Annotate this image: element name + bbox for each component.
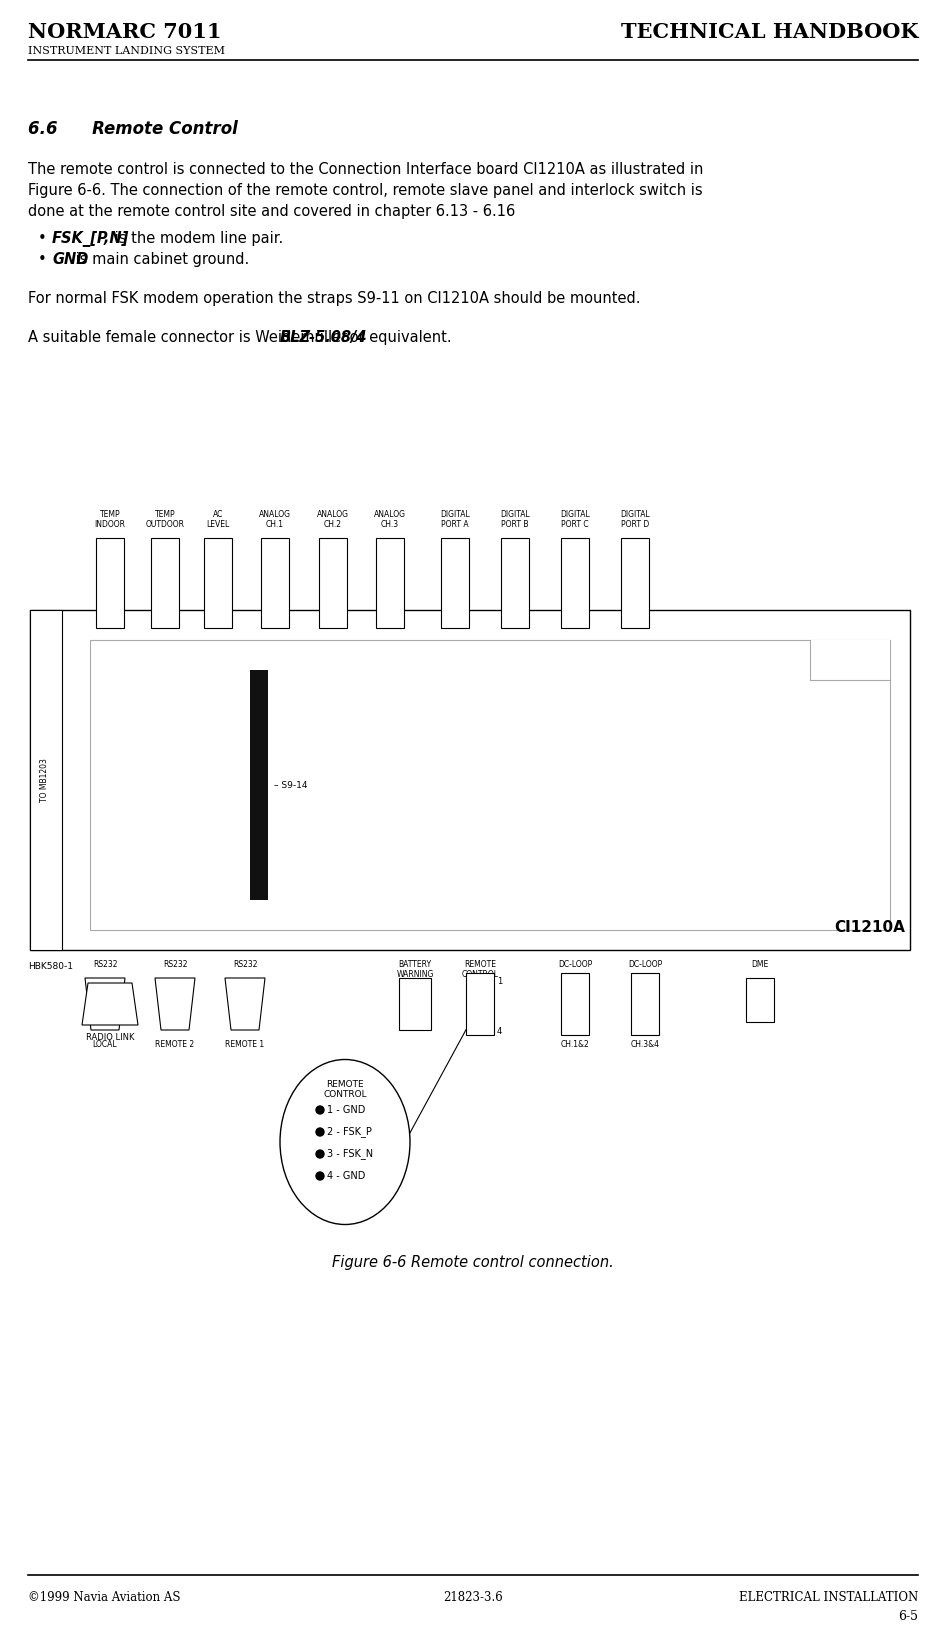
- Bar: [319, 539, 347, 628]
- Text: DIGITAL
PORT C: DIGITAL PORT C: [560, 509, 590, 529]
- Bar: [631, 973, 659, 1035]
- Text: REMOTE
CONTROL: REMOTE CONTROL: [324, 1080, 367, 1100]
- Text: CI1210A: CI1210A: [834, 920, 905, 935]
- Text: RS232: RS232: [93, 960, 117, 969]
- Text: ANALOG
CH.3: ANALOG CH.3: [374, 509, 406, 529]
- Text: BLZ-5.08/4: BLZ-5.08/4: [280, 330, 367, 344]
- Text: – S9-14: – S9-14: [274, 780, 307, 790]
- Text: 6.6      Remote Control: 6.6 Remote Control: [28, 121, 237, 139]
- Bar: [810, 640, 890, 681]
- Text: Figure 6-6. The connection of the remote control, remote slave panel and interlo: Figure 6-6. The connection of the remote…: [28, 183, 703, 197]
- Text: is the modem line pair.: is the modem line pair.: [110, 232, 283, 246]
- Text: CH.1&2: CH.1&2: [561, 1040, 589, 1049]
- Text: A suitable female connector is Weidemüller: A suitable female connector is Weidemüll…: [28, 330, 352, 344]
- Text: or equivalent.: or equivalent.: [344, 330, 451, 344]
- Text: REMOTE
CONTROL: REMOTE CONTROL: [462, 960, 499, 979]
- Text: •: •: [38, 232, 46, 246]
- Text: ANALOG
CH.2: ANALOG CH.2: [317, 509, 349, 529]
- Bar: [30, 610, 910, 950]
- Text: DME: DME: [751, 960, 768, 969]
- Circle shape: [316, 1128, 324, 1136]
- Bar: [621, 539, 649, 628]
- Text: 3 - FSK_N: 3 - FSK_N: [327, 1149, 373, 1159]
- Polygon shape: [155, 978, 195, 1030]
- Circle shape: [316, 1151, 324, 1159]
- Polygon shape: [225, 978, 265, 1030]
- Text: 6-5: 6-5: [898, 1611, 918, 1622]
- Text: REMOTE 1: REMOTE 1: [225, 1040, 265, 1049]
- Text: 1: 1: [497, 978, 502, 986]
- Text: The remote control is connected to the Connection Interface board CI1210A as ill: The remote control is connected to the C…: [28, 162, 704, 176]
- Text: DIGITAL
PORT D: DIGITAL PORT D: [621, 509, 650, 529]
- Bar: [96, 539, 124, 628]
- Text: Figure 6-6 Remote control connection.: Figure 6-6 Remote control connection.: [332, 1255, 614, 1270]
- Text: 4 - GND: 4 - GND: [327, 1172, 365, 1182]
- Text: HBK580-1: HBK580-1: [28, 961, 73, 971]
- Bar: [501, 539, 529, 628]
- Text: ANALOG
CH.1: ANALOG CH.1: [259, 509, 291, 529]
- Text: TECHNICAL HANDBOOK: TECHNICAL HANDBOOK: [621, 21, 918, 42]
- Text: 21823-3.6: 21823-3.6: [443, 1591, 503, 1604]
- Text: RS232: RS232: [163, 960, 187, 969]
- Bar: [151, 539, 179, 628]
- Bar: [261, 539, 289, 628]
- Bar: [376, 539, 404, 628]
- Text: RADIO LINK: RADIO LINK: [86, 1033, 134, 1041]
- Ellipse shape: [280, 1059, 410, 1224]
- Text: 4: 4: [497, 1027, 502, 1036]
- Text: 1 - GND: 1 - GND: [327, 1105, 365, 1115]
- Text: INSTRUMENT LANDING SYSTEM: INSTRUMENT LANDING SYSTEM: [28, 46, 225, 55]
- Text: DIGITAL
PORT B: DIGITAL PORT B: [500, 509, 530, 529]
- Circle shape: [316, 1172, 324, 1180]
- Text: REMOTE 2: REMOTE 2: [155, 1040, 195, 1049]
- Text: NORMARC 7011: NORMARC 7011: [28, 21, 221, 42]
- Text: GND: GND: [52, 251, 88, 268]
- Text: For normal FSK modem operation the straps S9-11 on CI1210A should be mounted.: For normal FSK modem operation the strap…: [28, 290, 640, 307]
- Bar: [441, 539, 469, 628]
- Circle shape: [316, 1106, 324, 1115]
- Bar: [746, 978, 774, 1022]
- Text: CH.3&4: CH.3&4: [630, 1040, 659, 1049]
- Polygon shape: [85, 978, 125, 1030]
- Text: DC-LOOP: DC-LOOP: [628, 960, 662, 969]
- Bar: [399, 978, 431, 1030]
- Text: DIGITAL
PORT A: DIGITAL PORT A: [440, 509, 470, 529]
- Text: 2 - FSK_P: 2 - FSK_P: [327, 1126, 372, 1138]
- Text: RS232: RS232: [233, 960, 257, 969]
- Text: TEMP
OUTDOOR: TEMP OUTDOOR: [146, 509, 184, 529]
- Text: TEMP
INDOOR: TEMP INDOOR: [95, 509, 126, 529]
- Text: is main cabinet ground.: is main cabinet ground.: [71, 251, 250, 268]
- Text: FSK_[P,N]: FSK_[P,N]: [52, 232, 130, 246]
- Text: ELECTRICAL INSTALLATION: ELECTRICAL INSTALLATION: [739, 1591, 918, 1604]
- Bar: [561, 539, 589, 628]
- Text: TO MB1203: TO MB1203: [40, 757, 48, 801]
- Bar: [250, 671, 268, 899]
- Bar: [90, 640, 890, 930]
- Bar: [30, 610, 62, 950]
- Text: AC
LEVEL: AC LEVEL: [206, 509, 230, 529]
- Bar: [561, 973, 589, 1035]
- Bar: [204, 539, 232, 628]
- Polygon shape: [82, 982, 138, 1025]
- Text: DC-LOOP: DC-LOOP: [558, 960, 592, 969]
- Text: ©1999 Navia Aviation AS: ©1999 Navia Aviation AS: [28, 1591, 181, 1604]
- Text: LOCAL: LOCAL: [93, 1040, 117, 1049]
- Text: •: •: [38, 251, 46, 268]
- Text: BATTERY
WARNING: BATTERY WARNING: [396, 960, 433, 979]
- Bar: [466, 973, 494, 1035]
- Text: done at the remote control site and covered in chapter 6.13 - 6.16: done at the remote control site and cove…: [28, 204, 516, 219]
